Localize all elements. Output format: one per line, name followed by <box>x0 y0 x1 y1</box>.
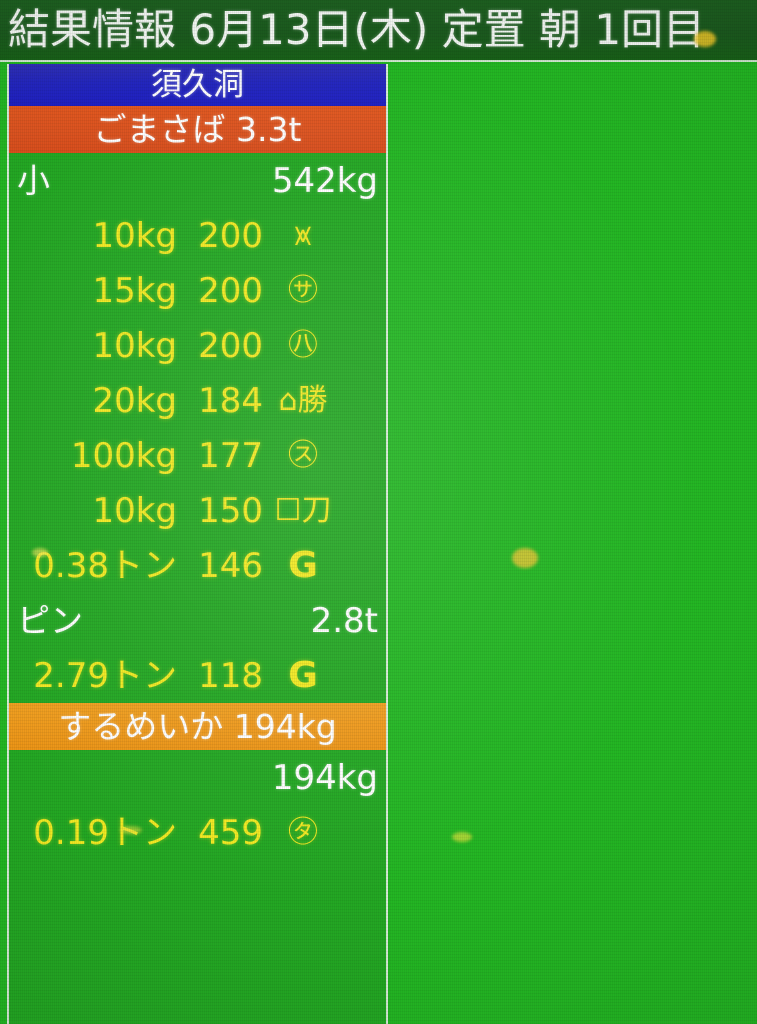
species-bar: ごまさば 3.3t <box>9 106 386 153</box>
size-class-row: ピン 2.8t <box>9 593 386 648</box>
catch-unit-price: 177 <box>198 435 263 476</box>
page-title: 結果情報 6月13日(木) 定置 朝 1回目 <box>8 5 706 54</box>
catch-quantity: 0.19トン <box>33 812 177 853</box>
size-class-total: 542kg <box>271 160 378 201</box>
buyer-mark-circled-fuku: ㊇ <box>288 327 318 363</box>
catch-quantity: 10kg <box>92 490 177 531</box>
catch-row: 15kg 200 ㋚ <box>9 263 386 318</box>
species-summary: ごまさば 3.3t <box>93 110 302 149</box>
catch-unit-price: 118 <box>198 655 263 696</box>
buyer-mark-yamagata-katsu: ⌂勝 <box>278 382 328 418</box>
catch-unit-price: 146 <box>198 545 263 586</box>
screen-speck-right-2 <box>452 832 472 842</box>
catch-quantity: 15kg <box>92 270 177 311</box>
location-name: 須久洞 <box>151 66 244 103</box>
catch-quantity: 2.79トン <box>33 655 177 696</box>
catch-quantity: 0.38トン <box>33 545 177 586</box>
catch-row: 0.38トン 146 G <box>9 538 386 593</box>
buyer-mark-circled-kou: ㋜ <box>288 437 318 473</box>
size-class-label: 小 <box>17 161 50 200</box>
catch-quantity: 100kg <box>70 435 177 476</box>
header-bar: 結果情報 6月13日(木) 定置 朝 1回目 <box>0 0 757 62</box>
buyer-mark-yamagata-mark: ⩙ <box>294 217 312 253</box>
catch-row: 0.19トン 459 ㋟ <box>9 805 386 860</box>
catch-row: 100kg 177 ㋜ <box>9 428 386 483</box>
buyer-mark-circled-ta: ㋟ <box>288 814 318 850</box>
size-class-row: 小 542kg <box>9 153 386 208</box>
buyer-mark-boxed-katana: ☐刀 <box>274 492 332 528</box>
location-bar: 須久洞 <box>9 64 386 106</box>
catch-unit-price: 200 <box>198 215 263 256</box>
size-class-total: 194kg <box>271 757 378 798</box>
catch-quantity: 10kg <box>92 325 177 366</box>
catch-row: 2.79トン 118 G <box>9 648 386 703</box>
buyer-mark-letter-g: G <box>288 654 318 696</box>
catch-unit-price: 200 <box>198 270 263 311</box>
size-class-total: 2.8t <box>310 600 378 641</box>
buyer-mark-circled-sa: ㋚ <box>288 272 318 308</box>
species-sections: ごまさば 3.3t 小 542kg 10kg 200 ⩙ 15kg 200 ㋚ 10kg 200 ㊇ 2… <box>9 106 386 860</box>
size-class-label: ピン <box>17 601 83 640</box>
catch-quantity: 20kg <box>92 380 177 421</box>
catch-row: 10kg 150 ☐刀 <box>9 483 386 538</box>
catch-unit-price: 200 <box>198 325 263 366</box>
catch-unit-price: 150 <box>198 490 263 531</box>
buyer-mark-letter-g: G <box>288 544 318 586</box>
catch-quantity: 10kg <box>92 215 177 256</box>
catch-row: 10kg 200 ㊇ <box>9 318 386 373</box>
size-class-row: 194kg <box>9 750 386 805</box>
screen-speck-right-1 <box>512 548 538 568</box>
catch-row: 10kg 200 ⩙ <box>9 208 386 263</box>
species-summary: するめいか 194kg <box>58 707 337 746</box>
results-panel: 須久洞 ごまさば 3.3t 小 542kg 10kg 200 ⩙ 15kg 200 ㋚ 10kg 2… <box>7 64 388 1024</box>
catch-unit-price: 184 <box>198 380 263 421</box>
species-bar: するめいか 194kg <box>9 703 386 750</box>
catch-unit-price: 459 <box>198 812 263 853</box>
catch-row: 20kg 184 ⌂勝 <box>9 373 386 428</box>
